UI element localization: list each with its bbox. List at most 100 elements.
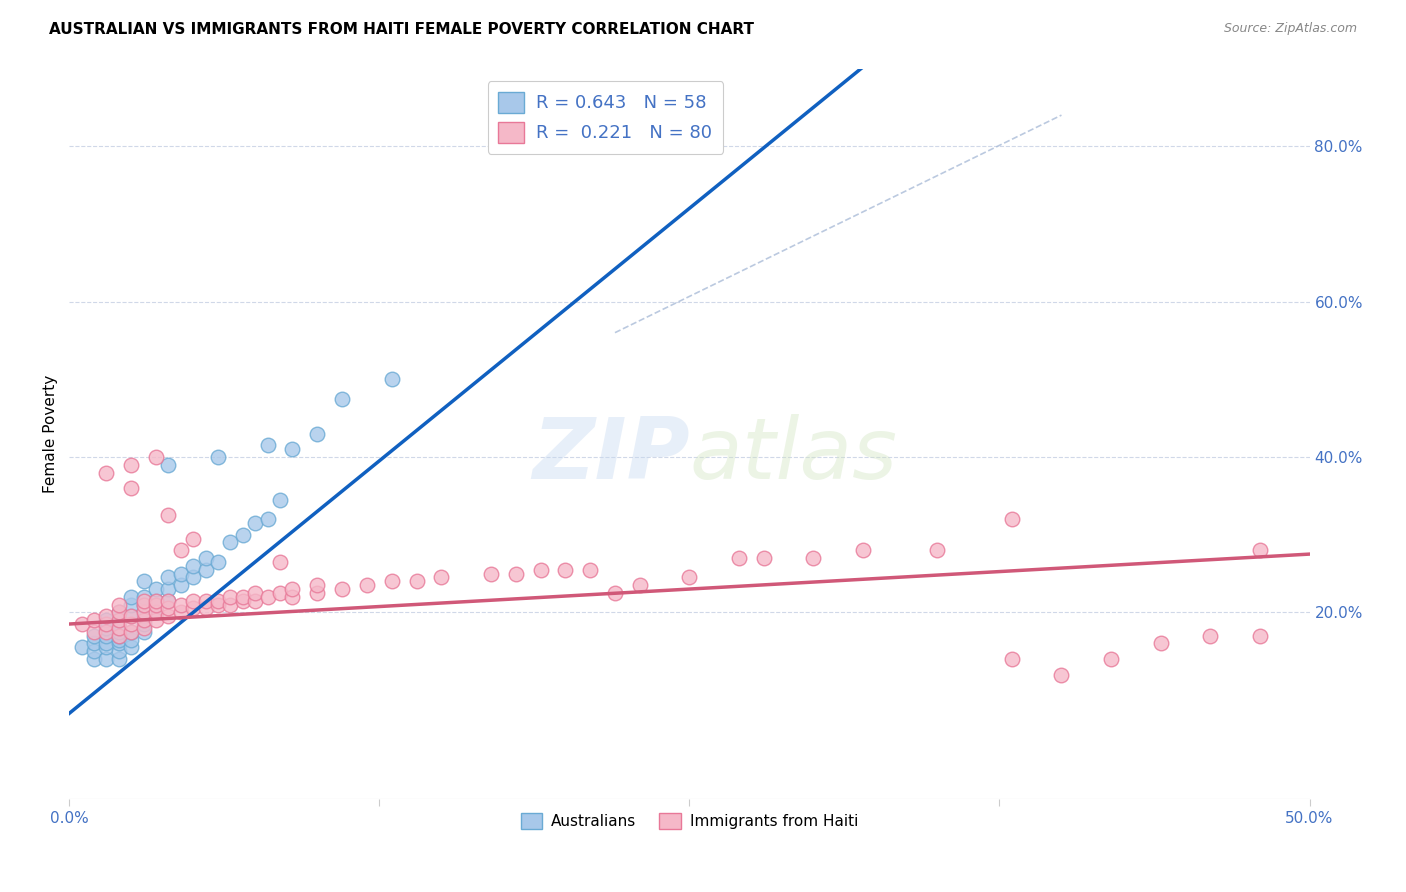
Point [1150,636,1173,650]
Point [356,578,378,592]
Point [120,617,142,632]
Point [132,598,155,612]
Point [752,551,775,566]
Point [194,601,217,615]
Point [96,609,118,624]
Point [1199,629,1222,643]
Point [381,574,404,589]
Point [108,606,131,620]
Text: atlas: atlas [689,414,897,497]
Point [96,652,118,666]
Point [108,632,131,647]
Point [307,426,329,441]
Point [1050,667,1073,681]
Point [232,593,254,607]
Point [120,458,142,472]
Point [181,593,204,607]
Point [157,582,180,596]
Point [579,563,602,577]
Point [245,593,267,607]
Point [108,636,131,650]
Point [245,516,267,530]
Point [120,609,142,624]
Point [207,598,229,612]
Point [96,640,118,655]
Point [678,570,700,584]
Text: Source: ZipAtlas.com: Source: ZipAtlas.com [1223,22,1357,36]
Point [281,590,304,604]
Point [120,609,142,624]
Point [132,621,155,635]
Point [96,629,118,643]
Point [307,586,329,600]
Point [145,582,167,596]
Point [145,593,167,607]
Point [269,492,291,507]
Point [145,450,167,464]
Point [381,372,404,386]
Point [1099,652,1122,666]
Point [96,613,118,627]
Point [108,598,131,612]
Point [207,593,229,607]
Point [207,555,229,569]
Point [430,570,453,584]
Point [70,617,93,632]
Point [803,551,825,566]
Point [181,558,204,573]
Point [157,458,180,472]
Point [120,624,142,639]
Point [96,636,118,650]
Point [170,566,193,581]
Point [1249,629,1271,643]
Point [232,590,254,604]
Point [603,586,626,600]
Point [628,578,651,592]
Point [505,566,527,581]
Point [108,613,131,627]
Point [181,601,204,615]
Point [108,621,131,635]
Point [256,438,278,452]
Point [529,563,551,577]
Point [269,555,291,569]
Point [256,512,278,526]
Point [108,629,131,643]
Point [132,617,155,632]
Point [307,578,329,592]
Point [269,586,291,600]
Point [83,629,105,643]
Point [120,590,142,604]
Point [83,624,105,639]
Point [157,601,180,615]
Point [194,593,217,607]
Point [603,123,626,137]
Point [479,566,502,581]
Point [96,621,118,635]
Point [219,590,242,604]
Point [170,598,193,612]
Point [132,598,155,612]
Point [157,593,180,607]
Point [96,624,118,639]
Point [132,593,155,607]
Point [96,617,118,632]
Point [83,613,105,627]
Point [1249,543,1271,558]
Point [120,481,142,495]
Point [194,563,217,577]
Point [108,652,131,666]
Point [1001,652,1024,666]
Point [157,508,180,523]
Point [145,606,167,620]
Point [145,593,167,607]
Point [83,644,105,658]
Point [157,570,180,584]
Point [852,543,875,558]
Point [330,582,353,596]
Point [70,640,93,655]
Point [132,613,155,627]
Point [219,598,242,612]
Point [83,636,105,650]
Point [181,532,204,546]
